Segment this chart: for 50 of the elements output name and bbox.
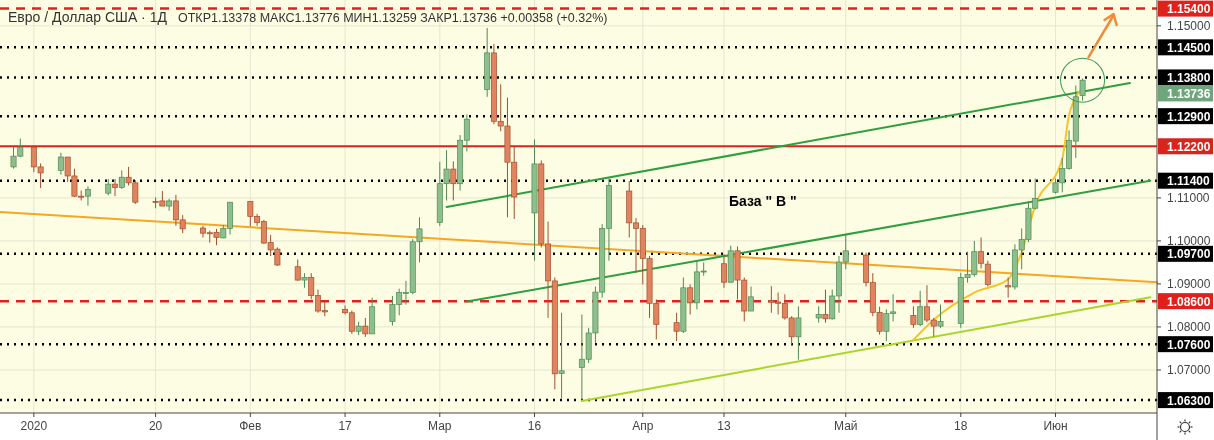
x-tick-label: Апр — [632, 419, 654, 433]
candlestick — [917, 290, 924, 327]
candlestick — [795, 305, 802, 361]
ref-line-label: 1.07600 — [1167, 337, 1211, 352]
y-tick-label: 1.15000 — [1167, 18, 1211, 33]
candlestick — [450, 160, 457, 201]
ref-line-label: 1.08600 — [1167, 294, 1211, 309]
ref-line-label: 1.14500 — [1167, 40, 1211, 55]
candlestick — [558, 312, 565, 399]
y-tick-label: 1.08000 — [1167, 319, 1211, 334]
candlestick — [910, 305, 917, 329]
candlestick — [57, 152, 64, 176]
candlestick — [822, 289, 829, 324]
candlestick — [85, 185, 91, 207]
x-tick-label: Мар — [428, 419, 452, 433]
y-tick-label: 1.09000 — [1167, 276, 1211, 291]
x-tick-label: 13 — [717, 419, 731, 433]
x-tick-label: Май — [834, 419, 858, 433]
text: 1.13736 — [1167, 86, 1211, 101]
x-tick-label: Фев — [239, 419, 262, 433]
candlestick — [362, 317, 369, 338]
ref-line-label: 1.06300 — [1167, 393, 1211, 408]
x-tick-label: Июн — [1043, 419, 1068, 433]
x-tick-label: 17 — [338, 419, 353, 433]
candlestick — [673, 312, 680, 342]
candlestick — [687, 283, 694, 315]
candlestick — [937, 304, 944, 329]
candlestick — [118, 169, 125, 190]
annotation: База " В " — [728, 193, 797, 209]
candlestick — [1005, 276, 1012, 299]
candlestick — [294, 258, 301, 282]
ref-line-label: 1.13800 — [1167, 70, 1211, 85]
ref-line-label: 1.15400 — [1167, 2, 1211, 17]
candlestick — [748, 286, 754, 312]
x-tick-label: 16 — [527, 419, 542, 433]
x-tick-label: 18 — [954, 419, 968, 433]
y-tick-label: 1.07000 — [1167, 362, 1211, 377]
text: Евро / Доллар США · 1Д — [8, 9, 168, 25]
candlestick — [112, 178, 118, 197]
x-tick-label: 20 — [148, 419, 163, 433]
candlestick — [721, 253, 727, 289]
x-tick-label: 2020 — [20, 419, 48, 433]
ref-line-label: 1.12900 — [1167, 109, 1211, 124]
candlestick — [1079, 77, 1086, 102]
y-tick-label: 1.11000 — [1167, 190, 1210, 205]
ref-line-label: 1.09700 — [1167, 247, 1211, 262]
y-tick-label: 1.10000 — [1167, 233, 1211, 248]
text: ОТКР1.13378 МАКС1.13776 МИН1.13259 ЗАКР1.13736 +0.00358 (+0.32%) — [178, 11, 608, 25]
ref-line-label: 1.12200 — [1167, 139, 1211, 154]
ref-line-label: 1.11400 — [1167, 174, 1211, 189]
